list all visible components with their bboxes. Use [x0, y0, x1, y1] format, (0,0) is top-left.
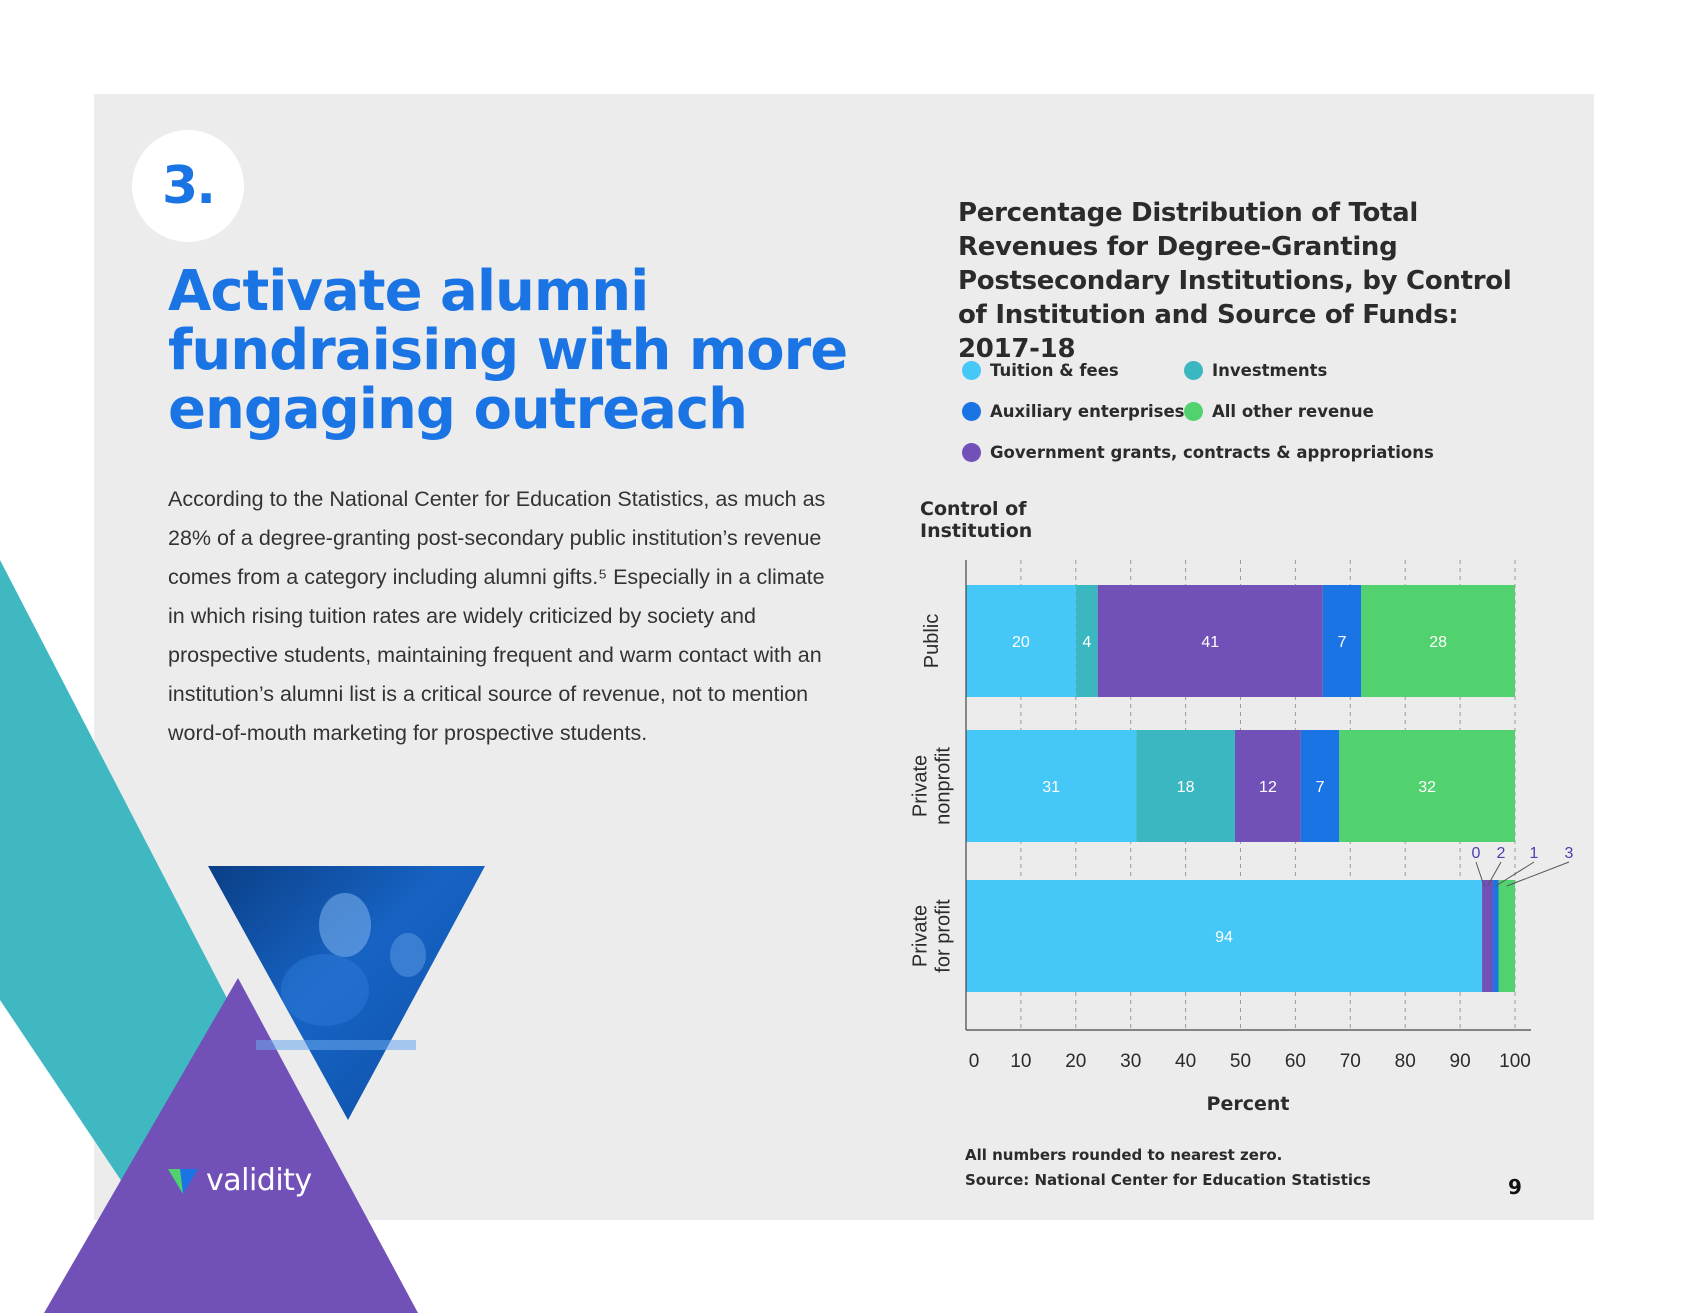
purple-triangle-shape	[44, 978, 418, 1313]
legend-label-investments: Investments	[1212, 361, 1328, 380]
data-label-investments-1: 18	[1177, 779, 1195, 796]
data-label-government-0: 41	[1201, 634, 1219, 651]
bar-segment-other-2	[1498, 880, 1515, 992]
bar-segment-auxiliary-2	[1493, 880, 1499, 992]
validity-logo: validity	[166, 1163, 312, 1198]
y-axis-label-line-2: Institution	[920, 520, 1032, 542]
legend-label-tuition: Tuition & fees	[990, 361, 1119, 380]
bar-segment-tuition-0	[966, 585, 1076, 697]
headline: Activate alumni fundraising with more en…	[168, 259, 848, 442]
bar-segment-auxiliary-0	[1322, 585, 1362, 697]
data-label-auxiliary-0: 7	[1338, 634, 1347, 651]
callout-line-other	[1506, 861, 1570, 887]
category-label-0-0: Public	[921, 614, 943, 668]
x-tick-label-60: 60	[1285, 1051, 1306, 1072]
legend-label-government: Government grants, contracts & appropria…	[990, 443, 1434, 462]
bar-segment-investments-0	[1075, 585, 1098, 697]
x-tick-label-40: 40	[1175, 1051, 1196, 1072]
legend-item-tuition: Tuition & fees	[962, 361, 1119, 380]
legend-swatch-auxiliary	[962, 402, 981, 421]
x-tick-label-10: 10	[1010, 1051, 1031, 1072]
data-label-tuition-2: 94	[1215, 929, 1233, 946]
x-tick-label-30: 30	[1120, 1051, 1141, 1072]
body-paragraph: According to the National Center for Edu…	[168, 487, 826, 745]
data-label-tuition-0: 20	[1012, 634, 1030, 651]
category-label-1-1: nonprofit	[933, 747, 955, 825]
x-tick-label-80: 80	[1395, 1051, 1416, 1072]
data-label-tuition-1: 31	[1042, 779, 1060, 796]
data-label-auxiliary-1: 7	[1316, 779, 1325, 796]
legend-item-government: Government grants, contracts & appropria…	[962, 443, 1434, 462]
category-label-2-1: for profit	[933, 899, 955, 973]
bar-segment-government-1	[1235, 730, 1301, 842]
bar-segment-tuition-2	[966, 880, 1483, 992]
data-label-other-0: 28	[1429, 634, 1447, 651]
bar-segment-investments-1	[1136, 730, 1236, 842]
legend-item-auxiliary: Auxiliary enterprises	[962, 402, 1185, 421]
legend-label-other: All other revenue	[1212, 402, 1374, 421]
data-label-government-2: 2	[1497, 845, 1506, 862]
callout-line-auxiliary	[1495, 861, 1535, 887]
category-label-2-0: Private	[910, 905, 932, 967]
chart-title: Percentage Distribution of Total Revenue…	[958, 198, 1512, 364]
callout-line-government	[1487, 861, 1502, 887]
x-tick-label-0: 0	[969, 1051, 980, 1072]
x-tick-label-20: 20	[1065, 1051, 1086, 1072]
x-tick-label-50: 50	[1230, 1051, 1251, 1072]
data-label-other-1: 32	[1418, 779, 1436, 796]
x-tick-label-90: 90	[1450, 1051, 1471, 1072]
bar-segment-other-0	[1361, 585, 1515, 697]
legend-swatch-government	[962, 443, 981, 462]
validity-logo-text: validity	[206, 1163, 312, 1198]
bar-segment-other-1	[1339, 730, 1515, 842]
x-tick-label-70: 70	[1340, 1051, 1361, 1072]
source-note: Source: National Center for Education St…	[965, 1171, 1371, 1189]
bar-segment-tuition-1	[966, 730, 1137, 842]
data-label-auxiliary-2: 1	[1530, 845, 1539, 862]
bar-segment-government-0	[1097, 585, 1323, 697]
legend-item-other: All other revenue	[1184, 402, 1374, 421]
validity-logo-icon	[168, 1168, 198, 1194]
step-number-badge: 3.	[132, 130, 244, 242]
legend-swatch-other	[1184, 402, 1203, 421]
callout-line-investments	[1475, 861, 1485, 887]
legend-item-investments: Investments	[1184, 361, 1327, 380]
x-tick-label-100: 100	[1499, 1051, 1531, 1072]
page-number: 9	[1508, 1175, 1522, 1199]
bar-segment-auxiliary-1	[1300, 730, 1340, 842]
data-label-other-2: 3	[1565, 845, 1574, 862]
x-axis-label: Percent	[1207, 1093, 1290, 1115]
legend-label-auxiliary: Auxiliary enterprises	[990, 402, 1185, 421]
data-label-investments-0: 4	[1082, 634, 1091, 651]
y-axis-label-line-1: Control of	[920, 498, 1027, 520]
photo-people-illustration	[256, 893, 426, 1050]
chart-footnotes: All numbers rounded to nearest zero. Sou…	[965, 1143, 1371, 1193]
data-label-investments-2: 0	[1472, 845, 1481, 862]
step-number: 3.	[162, 156, 216, 216]
data-label-government-1: 12	[1259, 779, 1277, 796]
bar-segment-government-2	[1482, 880, 1494, 992]
category-label-1-0: Private	[910, 755, 932, 817]
legend-swatch-tuition	[962, 361, 981, 380]
legend-swatch-investments	[1184, 361, 1203, 380]
rounding-note: All numbers rounded to nearest zero.	[965, 1146, 1283, 1164]
